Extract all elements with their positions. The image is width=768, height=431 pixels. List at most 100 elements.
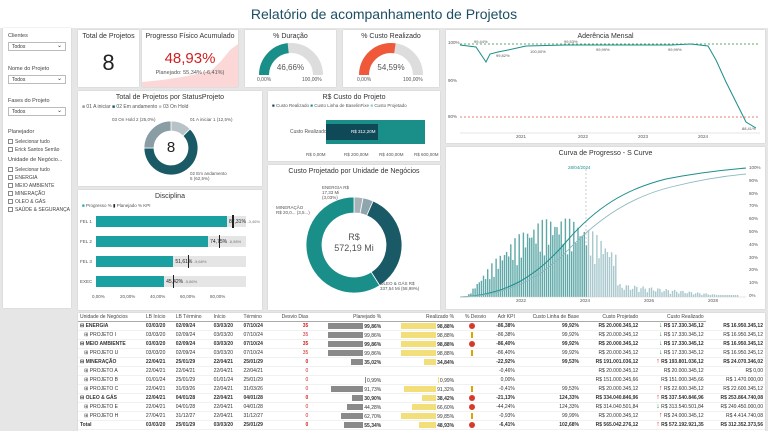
disciplina-bar[interactable] [96, 276, 165, 287]
scurve-bar [688, 291, 690, 297]
aderencia-point: 99,82% [496, 53, 510, 58]
scurve-bar [615, 254, 617, 297]
disciplina-bar[interactable] [96, 256, 174, 267]
scurve-bar [604, 248, 606, 297]
table-row[interactable]: ⊞ PROJETO B 01/01/24 25/01/29 01/01/24 25/01… [78, 375, 765, 385]
scurve-ylabel: 70% [749, 203, 759, 209]
unidade-label-oleo: OLEO & GÁS R$ 337,54 Mi (58,99%) [380, 281, 420, 291]
status-donut-card: Total de Projetos por StatusProjeto ■ 01… [78, 91, 262, 186]
kpi-progresso: Progresso Físico Acumulado 48,93% Planej… [142, 30, 238, 87]
table-header[interactable]: Custo Linha de Base [516, 313, 581, 322]
scurve-bar [732, 295, 735, 297]
disc-tick: 60,00% [180, 294, 196, 299]
table-row[interactable]: ⊞ PROJETO H 27/04/21 31/12/27 22/04/21 31/12… [78, 411, 765, 421]
status-label-onhold: 03 On Hold 2 (25,0%) [112, 117, 156, 122]
disciplina-bar[interactable] [96, 216, 227, 227]
scurve-bar [718, 295, 720, 297]
table-header[interactable]: Término [241, 313, 272, 322]
planejador-option[interactable]: Erick Santos Serrão [8, 147, 59, 153]
scurve-bar [715, 295, 718, 297]
status-donut-slice[interactable] [143, 120, 172, 149]
table-row[interactable]: ⊞ PROJETO A 22/04/21 22/04/21 22/04/21 22/04… [78, 366, 765, 376]
table-row[interactable]: ⊟ MINERAÇÃO 22/04/21 25/01/29 22/04/21 25/01… [78, 357, 765, 367]
fases-dropdown[interactable]: Todos [8, 107, 66, 116]
unidade-donut-slice[interactable] [305, 196, 381, 294]
table-header[interactable]: Adr KPI [488, 313, 517, 322]
unidade-option[interactable]: ENERGIA [8, 175, 38, 181]
scurve-bar [659, 288, 661, 297]
scurve-bar [484, 279, 487, 297]
scurve-bar [606, 252, 609, 297]
aderencia-point: 99,99% [668, 47, 682, 52]
table-header[interactable]: Desvio Dias [271, 313, 311, 322]
scurve-bar [694, 293, 697, 297]
unidade-donut-center: R$ 572,19 Mi [334, 232, 374, 253]
planejador-select-all[interactable]: Selecionar tudo [8, 139, 50, 145]
table-header[interactable]: LB Início [143, 313, 174, 322]
unidade-select-all[interactable]: Selecionar tudo [8, 167, 50, 173]
scurve-bar [596, 235, 598, 297]
table-row[interactable]: ⊞ PROJETO U 03/03/20 02/09/24 03/03/20 07/10… [78, 348, 765, 358]
scurve-bar [566, 254, 569, 297]
nome-projeto-dropdown[interactable]: Todos [8, 75, 66, 84]
scurve-bar [686, 293, 688, 297]
scurve-bar [547, 244, 550, 297]
aderencia-ylabel: 90% [448, 78, 458, 83]
aderencia-point: 88,41% [742, 126, 756, 131]
disciplina-value: 51,61% -9,68% [175, 259, 207, 265]
scurve-bar [699, 293, 701, 297]
scurve-ylabel: 10% [749, 280, 759, 286]
table-row[interactable]: ⊞ PROJETO C 22/04/21 31/03/26 22/04/21 31/03… [78, 384, 765, 394]
unidade-option[interactable]: MINERAÇÃO [8, 191, 45, 197]
aderencia-card: Aderência Mensal 100% 90% 80% 2021 2022 … [446, 30, 765, 143]
scurve-bar [495, 258, 497, 297]
nome-projeto-label: Nome do Projeto [8, 66, 50, 72]
table-header[interactable]: % Desvio [456, 313, 489, 322]
table-row[interactable]: ⊟ MEIO AMBIENTE 03/03/20 02/09/24 03/03/20 0… [78, 339, 765, 349]
unidade-option[interactable]: SAÚDE & SEGURANÇA [8, 207, 70, 213]
table-row[interactable]: ⊞ PROJETO E 22/04/21 04/01/28 22/04/21 04/01… [78, 402, 765, 412]
disc-tick: 20,00% [120, 294, 136, 299]
disciplina-bar[interactable] [96, 236, 209, 247]
scurve-bar [478, 282, 480, 297]
scurve-bar [680, 291, 682, 297]
table-row[interactable]: ⊟ ENERGIA 03/03/20 02/09/24 03/03/20 07/10/2… [78, 321, 765, 331]
scurve-bar [631, 288, 634, 297]
disciplina-value: 87,31% -3,46% [228, 219, 260, 225]
kpi-total-projetos: Total de Projetos 8 [78, 30, 139, 87]
status-label-iniciar: 01 A iniciar 1 (12,5%) [190, 117, 233, 122]
scurve-bar [531, 237, 533, 297]
table-header[interactable]: Início [211, 313, 242, 322]
table-header[interactable]: LB Término [173, 313, 212, 322]
scurve-bar [510, 244, 512, 297]
clientes-dropdown[interactable]: Todos [8, 42, 66, 51]
scurve-ylabel: 100% [749, 165, 761, 170]
progresso-area-chart [142, 44, 238, 87]
aderencia-point: 99,53% [564, 39, 578, 44]
unidade-donut-chart [305, 196, 403, 294]
table-header[interactable]: Unidade de Negócios [78, 313, 144, 322]
scurve-bar [667, 290, 669, 297]
scurve-bar [671, 290, 674, 297]
scurve-xlabel: 2024 [580, 298, 591, 303]
table-header[interactable]: Planejado % [310, 313, 384, 322]
kpi-custo-max: 100,00% [403, 77, 423, 83]
table-header[interactable]: Custo Realizado [640, 313, 706, 322]
scurve-bar [516, 265, 518, 297]
table-row[interactable]: Total 03/03/20 25/01/29 03/03/20 25/01/29 0 … [78, 420, 765, 430]
unidade-option[interactable]: OLEO & GÁS [8, 199, 46, 205]
scurve-bar [709, 295, 711, 297]
disciplina-plan-marker [232, 215, 234, 228]
status-legend: ■ 01 A iniciar ■ 02 Em andamento ■ 03 On… [82, 104, 189, 110]
table-row[interactable]: ⊞ PROJETO I 03/03/20 02/09/24 03/03/20 07/10… [78, 330, 765, 340]
scurve-bar [537, 223, 539, 297]
scurve-bar [646, 292, 648, 297]
table-header[interactable]: Realizado % [383, 313, 457, 322]
table-row[interactable]: ⊟ OLEO & GÁS 22/04/21 04/01/28 22/04/21 04/0… [78, 393, 765, 403]
scurve-bar [707, 294, 709, 297]
table-header[interactable]: Custo Projetado [580, 313, 641, 322]
disciplina-plan-marker [187, 255, 190, 268]
unidade-option[interactable]: MEIO AMBIENTE [8, 183, 54, 189]
status-donut-slice[interactable] [143, 128, 199, 176]
scurve-bar [579, 236, 581, 297]
